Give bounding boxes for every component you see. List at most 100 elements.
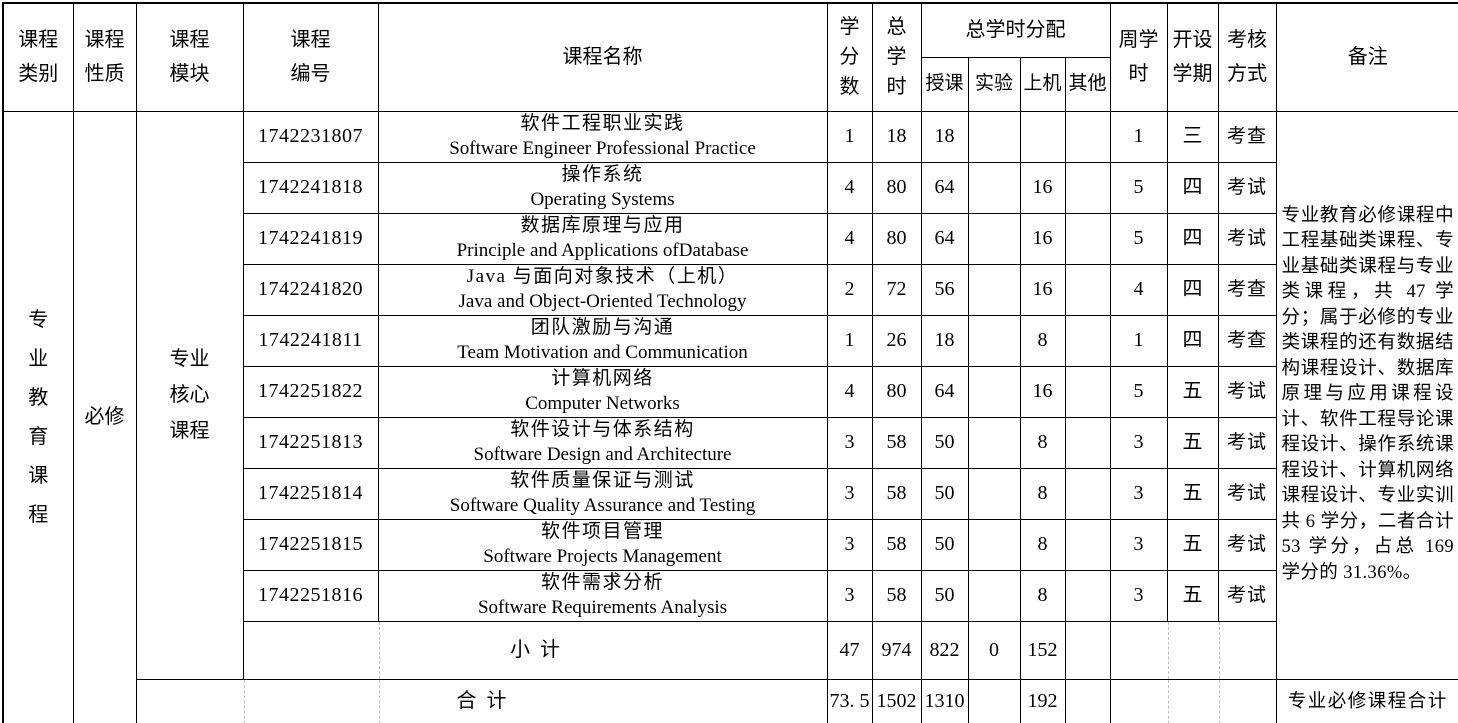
category-cell: 专业教育课程 [2,110,74,723]
other-hours-cell [1064,518,1111,571]
nature-label: 必修 [84,406,125,429]
credits-cell: 2 [826,263,873,316]
subtotal-row: 小计 47 974 822 0 152 [3,620,1458,680]
course-row: 1742251822 计算机网络 Computer Networks 4 80 64 16 5… [3,365,1458,418]
credits-cell: 3 [826,467,873,520]
course-name-cell: 软件项目管理 Software Projects Management [377,518,828,571]
course-row: 1742241818 操作系统 Operating Systems 4 80 64 16 5 四… [3,161,1458,214]
course-name-zh: 团队激励与沟通 [530,316,675,338]
course-code-cell: 1742241818 [242,161,379,214]
course-name-en: Computer Networks [525,392,680,414]
course-name-cell: 计算机网络 Computer Networks [377,365,828,418]
subtotal-experiment-cell: 0 [967,620,1021,680]
course-name-cell: 软件需求分析 Software Requirements Analysis [377,569,828,622]
other-hours-cell [1064,569,1111,622]
col-header-lecture-label: 授课 [925,73,964,95]
computer-hours-cell: 16 [1019,161,1066,214]
course-name-en: Software Engineer Professional Practice [449,137,756,159]
total-hours-cell: 58 [871,416,922,469]
course-code-cell: 1742251815 [242,518,379,571]
table-body: 专业教育课程 必修 专业核心课程 1742231807 软件工程职业实践 Software… [2,110,1458,723]
weekly-hours-cell: 5 [1109,161,1168,214]
computer-hours-cell: 16 [1019,365,1066,418]
experiment-hours-cell [967,416,1021,469]
lecture-hours-cell: 64 [920,161,969,214]
assessment-cell: 考试 [1217,365,1277,418]
course-name-cell: 软件设计与体系结构 Software Design and Architectur… [377,416,828,469]
col-header-other: 其他 [1064,56,1111,112]
experiment-hours-cell [967,263,1021,316]
assessment-cell: 考试 [1217,569,1277,622]
subtotal-lecture-cell: 822 [920,620,969,680]
total-right-merged-cell [1109,678,1277,723]
col-header-code: 课程编号 [242,2,379,112]
course-name-zh: 数据库原理与应用 [520,214,685,236]
course-name-zh: 软件设计与体系结构 [510,418,695,440]
course-name-cell: 数据库原理与应用 Principle and Applications ofDat… [377,212,828,265]
credits-cell: 3 [826,569,873,622]
lecture-hours-cell: 50 [920,467,969,520]
course-name-zh: 操作系统 [561,163,644,185]
computer-hours-cell: 8 [1019,569,1066,622]
course-name-zh: 软件工程职业实践 [520,112,685,134]
subtotal-right-merged-cell [1109,620,1277,680]
course-name-zh: 计算机网络 [551,367,654,389]
experiment-hours-cell [967,212,1021,265]
semester-cell: 五 [1166,518,1219,571]
nature-cell: 必修 [72,110,137,723]
col-header-code-label: 课程编号 [290,29,331,86]
module-cell: 专业核心课程 [135,110,244,680]
col-header-hours-distribution-label: 总学时分配 [965,18,1066,41]
merged-cell-gridline [378,622,380,678]
col-header-credits-label: 学分数 [839,16,860,99]
lecture-hours-cell: 64 [920,212,969,265]
course-name-en: Software Design and Architecture [473,443,732,465]
col-header-credits: 学分数 [826,2,873,112]
category-label: 专业教育课程 [28,308,49,526]
course-name-zh: 软件质量保证与测试 [510,469,695,491]
semester-cell: 四 [1166,161,1219,214]
other-hours-cell [1064,263,1111,316]
course-name-cell: 团队激励与沟通 Team Motivation and Communication [377,314,828,367]
course-row: 1742251816 软件需求分析 Software Requirements An… [3,569,1458,622]
col-header-total-hours: 总学时 [871,2,922,112]
course-row: 专业教育课程 必修 专业核心课程 1742231807 软件工程职业实践 Software… [2,110,1458,723]
col-header-total-hours-label: 总学时 [886,16,907,99]
credits-cell: 4 [826,161,873,214]
assessment-cell: 考试 [1217,467,1277,520]
merged-cell-gridline [1218,622,1220,678]
weekly-hours-cell: 5 [1109,212,1168,265]
assessment-cell: 考查 [1217,110,1277,163]
merged-cell-gridline [378,680,380,723]
merged-cell-gridline [1218,680,1220,723]
course-name-cell: 软件工程职业实践 Software Engineer Professional P… [377,110,828,163]
course-code-cell: 1742241811 [242,314,379,367]
semester-cell: 五 [1166,569,1219,622]
semester-cell: 四 [1166,212,1219,265]
course-code-cell: 1742251813 [242,416,379,469]
semester-cell: 四 [1166,314,1219,367]
assessment-cell: 考试 [1217,161,1277,214]
course-row: 1742251814 软件质量保证与测试 Software Quality Assu… [3,467,1458,520]
col-header-semester-label: 开设学期 [1172,29,1213,86]
course-name-cell: 操作系统 Operating Systems [377,161,828,214]
table-header: 课程类别 课程性质 课程模块 课程编号 课程名称 学分数 总学时 总学时分配 周… [2,2,1458,112]
computer-hours-cell: 8 [1019,467,1066,520]
course-row: 1742251813 软件设计与体系结构 Software Design and A… [3,416,1458,469]
merged-cell-gridline [1167,622,1169,678]
course-name-en: Software Quality Assurance and Testing [449,494,756,516]
weekly-hours-cell: 3 [1109,569,1168,622]
experiment-hours-cell [967,110,1021,163]
total-hours-cell: 26 [871,314,922,367]
experiment-hours-cell [967,314,1021,367]
col-header-category: 课程类别 [2,2,74,112]
col-header-weekly-hours: 周学时 [1109,2,1168,112]
assessment-cell: 考试 [1217,416,1277,469]
total-total-hours-cell: 1502 [871,678,922,723]
credits-cell: 1 [826,110,873,163]
subtotal-computer-cell: 152 [1019,620,1066,680]
semester-cell: 五 [1166,467,1219,520]
weekly-hours-cell: 3 [1109,416,1168,469]
total-hours-cell: 80 [871,161,922,214]
assessment-cell: 考查 [1217,314,1277,367]
